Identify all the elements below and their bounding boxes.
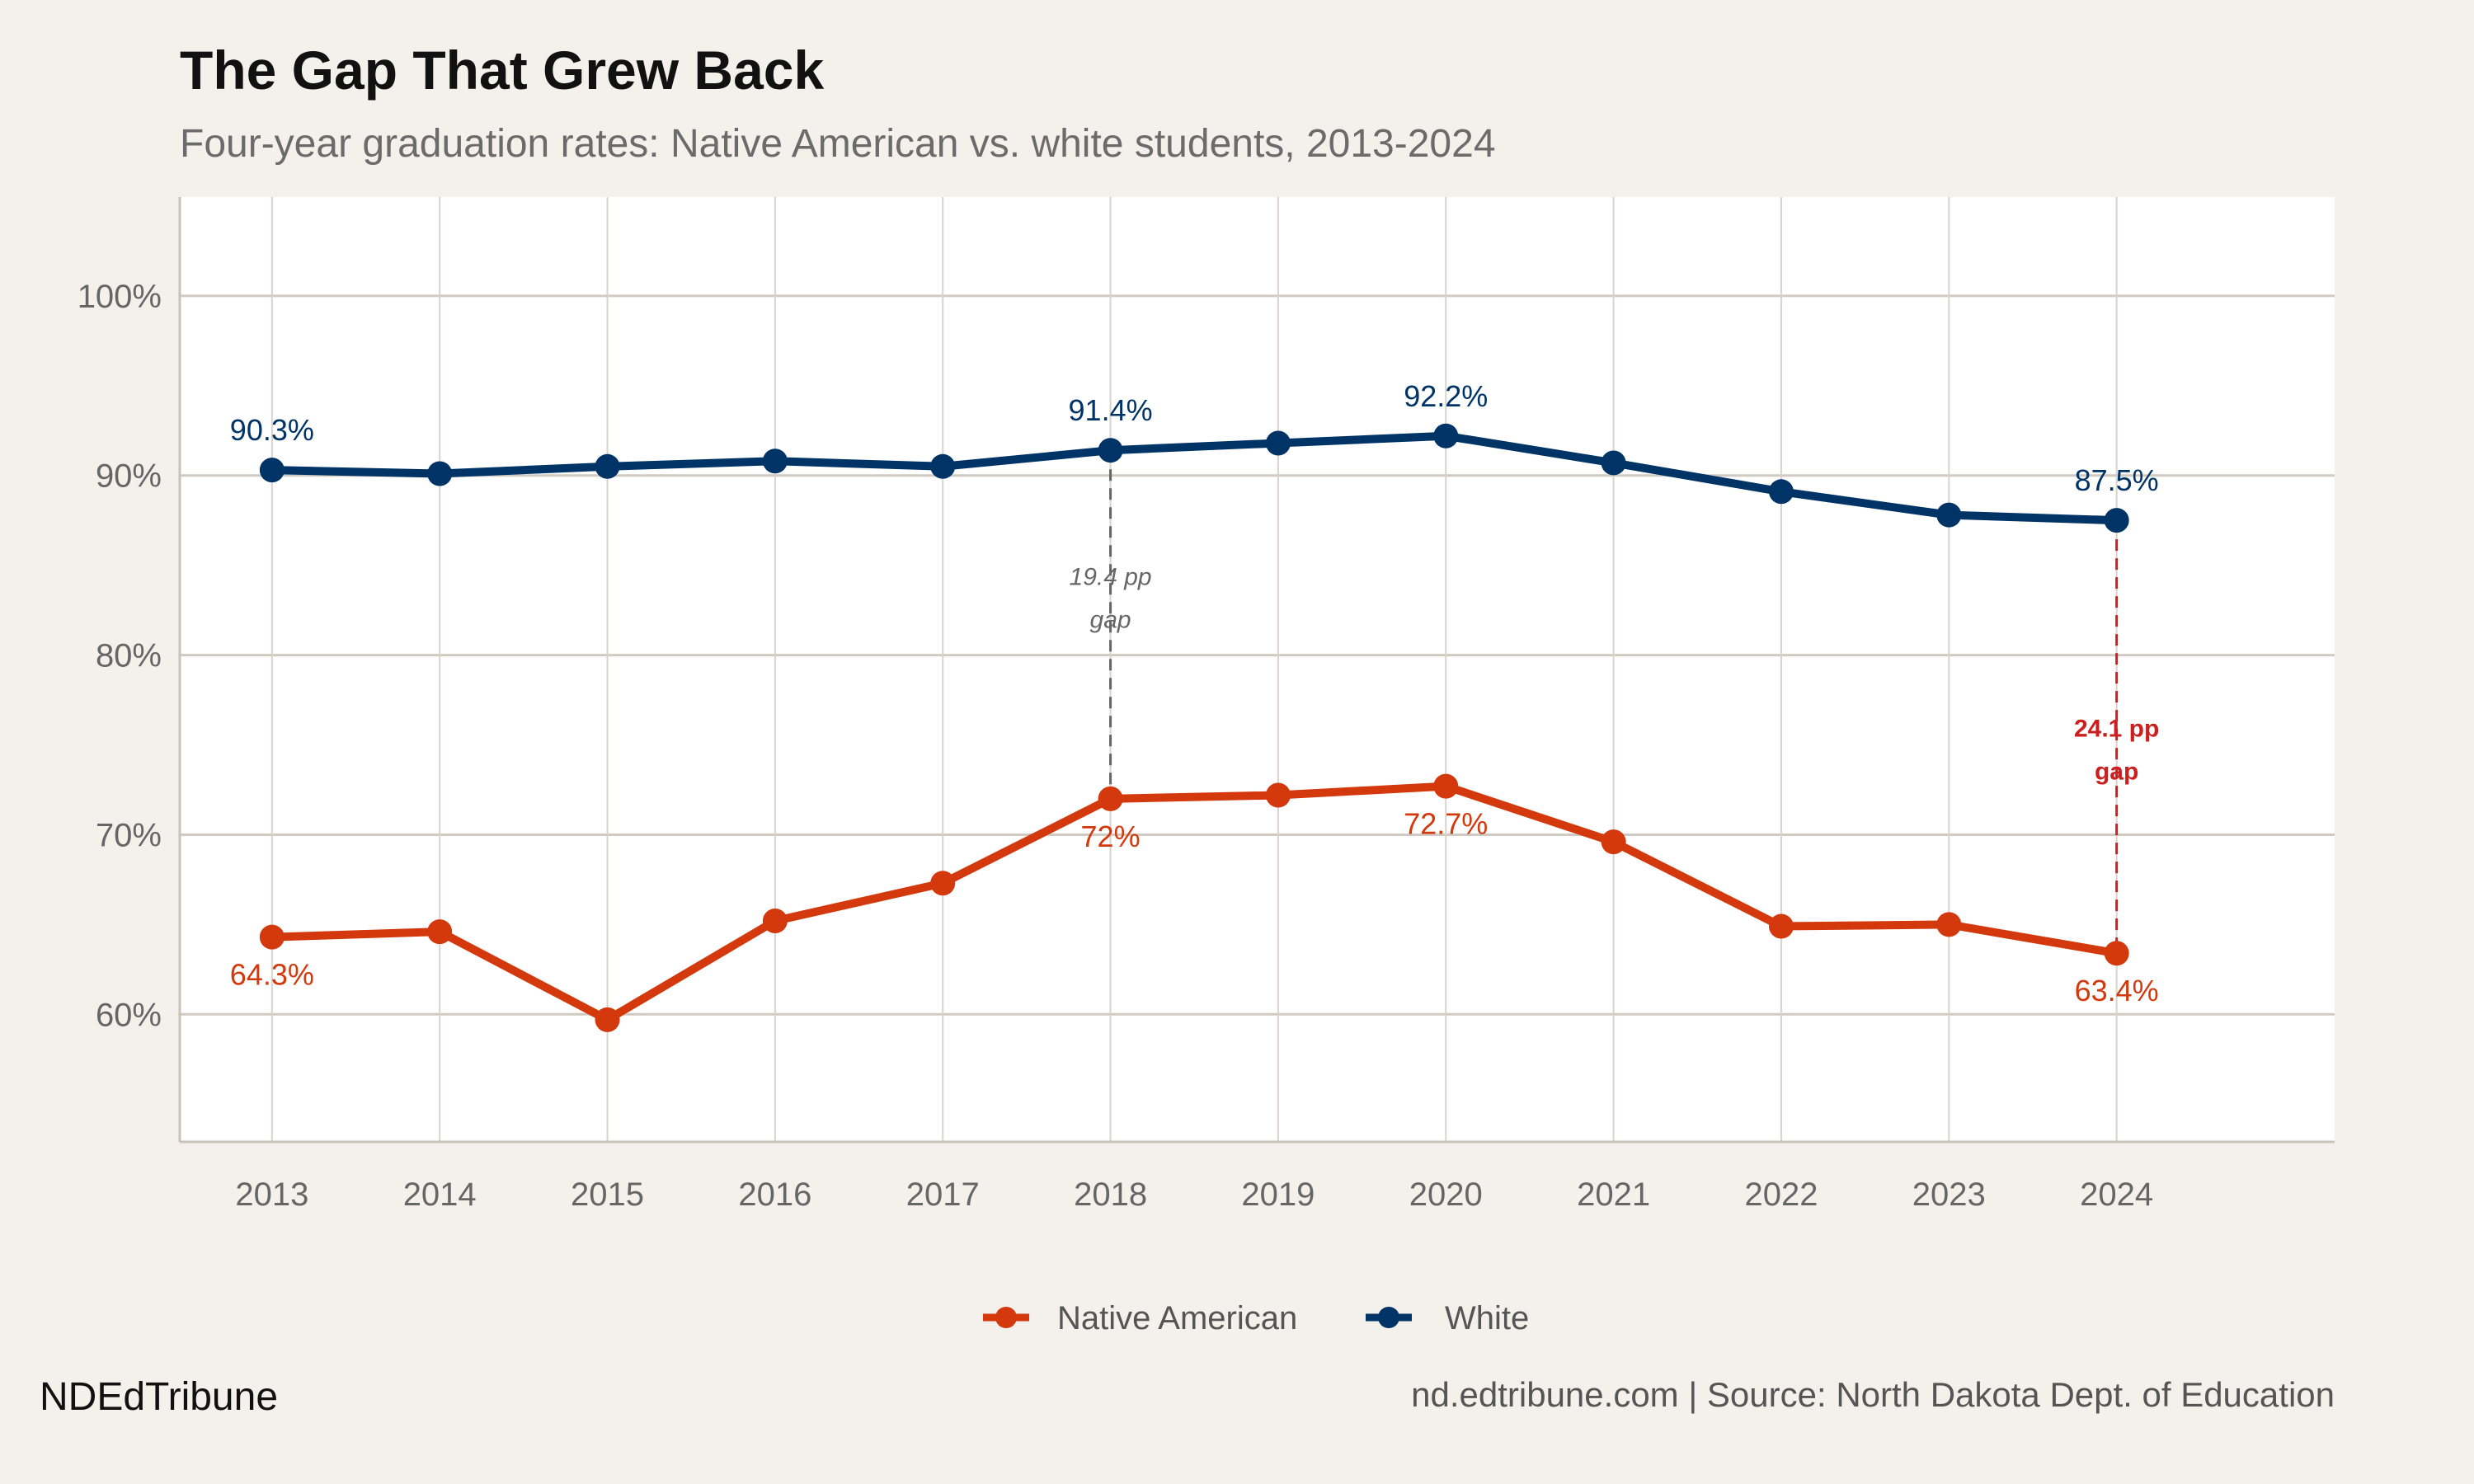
data-point-native-american bbox=[1433, 773, 1459, 799]
data-point-white bbox=[1601, 450, 1626, 476]
grid-lines bbox=[180, 197, 2335, 1142]
data-point-native-american bbox=[1768, 913, 1794, 939]
legend-label-native-american: Native American bbox=[1057, 1300, 1297, 1336]
data-point-white bbox=[595, 453, 620, 479]
gap-annotation-value: 19.4 pp bbox=[1070, 564, 1152, 591]
legend-label-white: White bbox=[1445, 1300, 1529, 1336]
chart-title: The Gap That Grew Back bbox=[180, 40, 824, 101]
data-point-white bbox=[427, 461, 453, 486]
chart-subtitle: Four-year graduation rates: Native Ameri… bbox=[180, 122, 1496, 166]
x-tick-label: 2017 bbox=[906, 1176, 980, 1213]
x-tick-label: 2022 bbox=[1744, 1176, 1818, 1213]
data-point-white bbox=[930, 453, 956, 479]
gap-annotation-label: gap bbox=[2095, 758, 2138, 786]
gap-annotation-label: gap bbox=[1090, 607, 1131, 634]
legend-marker-white bbox=[1378, 1307, 1399, 1328]
data-label-native-american: 72.7% bbox=[1404, 807, 1488, 841]
y-tick-label: 80% bbox=[96, 638, 162, 674]
data-label-native-american: 64.3% bbox=[230, 958, 314, 992]
legend-marker-native-american bbox=[995, 1307, 1017, 1328]
x-tick-label: 2021 bbox=[1577, 1176, 1650, 1213]
data-point-native-american bbox=[1601, 829, 1626, 855]
brand-label: NDEdTribune bbox=[40, 1375, 278, 1419]
data-point-white bbox=[762, 448, 788, 474]
data-point-native-american bbox=[259, 924, 285, 950]
data-label-white: 92.2% bbox=[1404, 379, 1488, 413]
data-point-native-american bbox=[762, 909, 788, 934]
data-point-native-american bbox=[930, 871, 956, 896]
y-tick-label: 100% bbox=[78, 279, 162, 315]
series-line-white bbox=[271, 431, 2117, 525]
data-point-native-american bbox=[1936, 912, 1962, 937]
data-labels: 64.3% 72% 72.7% 63.4% 90.3% 91.4% 92.2% 87.5% bbox=[230, 379, 2159, 1007]
x-tick-label: 2013 bbox=[235, 1176, 308, 1213]
gap-annotation-value: 24.1 pp bbox=[2074, 716, 2159, 743]
data-point-native-american bbox=[2104, 941, 2129, 966]
x-tick-label: 2018 bbox=[1074, 1176, 1147, 1213]
legend-item-native-american: Native American bbox=[983, 1300, 1297, 1336]
data-point-white bbox=[2104, 508, 2129, 533]
data-point-white bbox=[1098, 438, 1123, 463]
data-label-white: 87.5% bbox=[2075, 463, 2159, 497]
x-tick-label: 2014 bbox=[403, 1176, 477, 1213]
data-point-white bbox=[1768, 479, 1794, 505]
y-tick-label: 90% bbox=[96, 458, 162, 495]
source-caption: nd.edtribune.com | Source: North Dakota … bbox=[1411, 1375, 2335, 1414]
plot-panel bbox=[180, 197, 2335, 1142]
data-point-native-american bbox=[595, 1007, 620, 1032]
data-point-white bbox=[259, 458, 285, 483]
legend-item-white: White bbox=[1366, 1300, 1529, 1336]
data-point-native-american bbox=[1098, 786, 1123, 811]
x-tick-label: 2024 bbox=[2080, 1176, 2153, 1213]
x-tick-label: 2020 bbox=[1409, 1176, 1483, 1213]
legend: Native American White bbox=[983, 1300, 1529, 1336]
gap-annotations: 19.4 pp gap 24.1 pp gap bbox=[1070, 450, 2159, 954]
x-tick-label: 2019 bbox=[1241, 1176, 1315, 1213]
data-label-white: 90.3% bbox=[230, 413, 314, 447]
x-tick-label: 2023 bbox=[1912, 1176, 1986, 1213]
data-label-native-american: 63.4% bbox=[2075, 974, 2159, 1007]
data-point-white bbox=[1936, 502, 1962, 528]
data-label-native-american: 72% bbox=[1081, 819, 1141, 853]
data-point-white bbox=[1265, 430, 1291, 456]
axis-ticks: 60% 70% 80% 90% 100% 2013 2014 2015 2016 2017 2018… bbox=[78, 279, 2153, 1213]
data-point-native-american bbox=[1265, 782, 1291, 808]
series-line-native-american bbox=[271, 782, 2118, 1024]
x-tick-label: 2015 bbox=[571, 1176, 644, 1213]
y-tick-label: 70% bbox=[96, 817, 162, 853]
x-tick-label: 2016 bbox=[738, 1176, 811, 1213]
data-point-native-american bbox=[427, 919, 453, 945]
series-group bbox=[259, 423, 2129, 1032]
y-tick-label: 60% bbox=[96, 997, 162, 1033]
data-label-white: 91.4% bbox=[1069, 393, 1153, 427]
data-point-white bbox=[1433, 423, 1459, 448]
